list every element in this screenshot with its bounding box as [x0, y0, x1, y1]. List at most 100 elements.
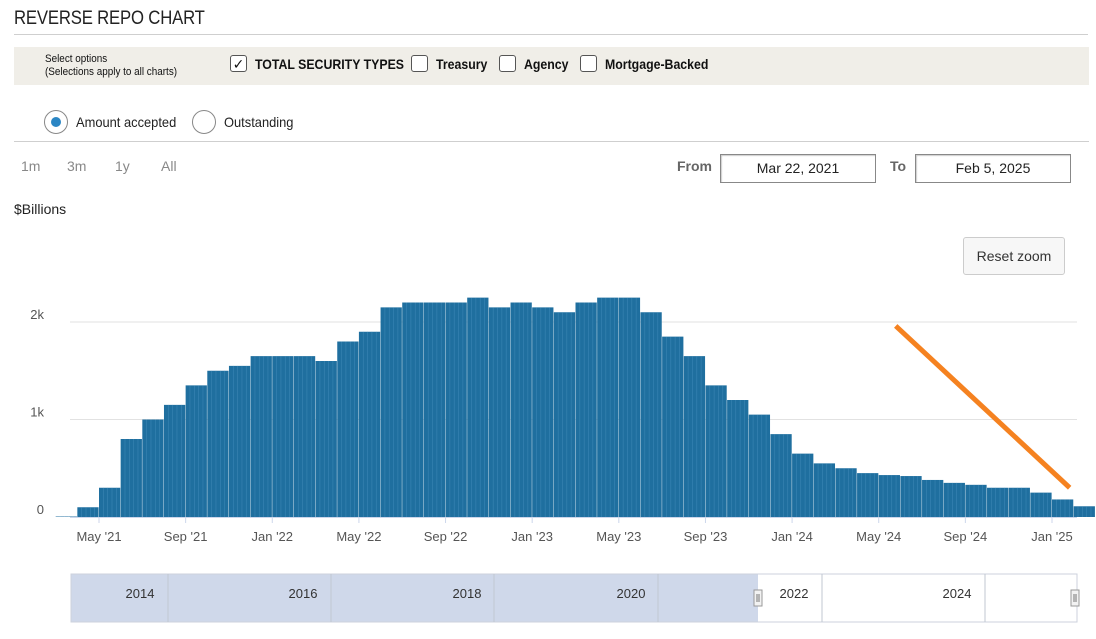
bar	[770, 434, 792, 517]
bar	[99, 487, 121, 517]
radio-selected-icon[interactable]	[44, 110, 68, 134]
bar	[337, 341, 359, 517]
annotation-trend-line	[894, 324, 1072, 490]
x-tick-label: Jan '24	[771, 529, 813, 544]
navigator-handle[interactable]	[753, 589, 763, 607]
bar	[727, 400, 749, 517]
reset-zoom-button[interactable]: Reset zoom	[963, 237, 1065, 275]
bar	[228, 365, 251, 517]
bar	[510, 302, 532, 517]
range-button-3m[interactable]: 3m	[67, 158, 87, 174]
radio-outstanding[interactable]: Outstanding	[192, 110, 300, 134]
title-divider	[14, 34, 1088, 35]
bar	[445, 302, 467, 517]
x-tick-label: Jan '25	[1031, 529, 1073, 544]
navigator-year-label: 2022	[780, 586, 809, 601]
checkbox-treasury[interactable]: Treasury	[411, 55, 494, 72]
radio-label: Amount accepted	[76, 114, 177, 130]
x-tick-label: Sep '23	[684, 529, 728, 544]
checkbox-box[interactable]	[499, 55, 516, 72]
bar	[423, 302, 446, 517]
checkbox-mortgage-backed[interactable]: Mortgage-Backed	[580, 55, 722, 72]
bar	[857, 473, 879, 517]
options-bar: Select options (Selections apply to all …	[14, 47, 1089, 85]
select-options-line1: Select options	[45, 53, 108, 65]
x-tick-label: Sep '24	[944, 529, 988, 544]
range-button-all[interactable]: All	[161, 158, 177, 174]
x-tick-label: May '22	[336, 529, 381, 544]
checkbox-agency[interactable]: Agency	[499, 55, 575, 72]
handle-grip-icon	[753, 589, 763, 607]
select-options-line2: (Selections apply to all charts)	[45, 66, 178, 78]
bar	[120, 439, 142, 517]
x-tick-label: Sep '22	[424, 529, 468, 544]
section-divider	[14, 141, 1089, 142]
bar	[553, 312, 576, 517]
checkbox-label: Agency	[524, 55, 569, 72]
from-label: From	[677, 158, 712, 174]
range-button-1y[interactable]: 1y	[115, 158, 130, 174]
bar	[943, 482, 965, 517]
bar	[1030, 492, 1052, 517]
range-button-1m[interactable]: 1m	[21, 158, 41, 174]
bar	[922, 479, 944, 517]
y-tick-label: 1k	[30, 405, 44, 420]
radio-label: Outstanding	[224, 114, 294, 130]
bar	[77, 507, 99, 517]
bar	[293, 356, 316, 517]
checkbox-label: TOTAL SECURITY TYPES	[255, 55, 405, 72]
bar	[488, 307, 511, 517]
bar	[1073, 506, 1095, 517]
bar	[813, 463, 836, 517]
checkbox-box[interactable]	[411, 55, 428, 72]
bar	[792, 453, 814, 517]
bar	[185, 385, 207, 517]
x-tick-label: Jan '22	[252, 529, 294, 544]
bar	[597, 297, 619, 517]
bar	[272, 356, 294, 517]
navigator-year-label: 2024	[943, 586, 972, 601]
y-tick-label: 2k	[30, 307, 44, 322]
bar	[878, 475, 900, 517]
y-tick-label: 0	[37, 502, 44, 517]
bar	[965, 484, 987, 517]
navigator-year-label: 2020	[617, 586, 646, 601]
navigator-year-label: 2018	[453, 586, 482, 601]
bar-series	[55, 297, 1095, 517]
x-tick-label: Jan '23	[511, 529, 553, 544]
x-tick-label: Sep '21	[164, 529, 208, 544]
radio-amount-accepted[interactable]: Amount accepted	[44, 110, 185, 134]
bar	[748, 414, 771, 517]
navigator-year-label: 2016	[289, 586, 318, 601]
bar	[532, 307, 554, 517]
bar	[662, 336, 684, 517]
x-tick-label: May '21	[76, 529, 121, 544]
x-tick-label: May '23	[596, 529, 641, 544]
checkbox-box[interactable]	[580, 55, 597, 72]
bar	[380, 307, 402, 517]
bar	[575, 302, 597, 517]
radio-unselected-icon[interactable]	[192, 110, 216, 134]
to-date-input[interactable]: Feb 5, 2025	[915, 154, 1071, 183]
bar	[1008, 487, 1030, 517]
bar	[618, 297, 641, 517]
bar	[250, 356, 272, 517]
from-date-input[interactable]: Mar 22, 2021	[720, 154, 876, 183]
navigator-year-label: 2014	[126, 586, 155, 601]
bar	[900, 476, 922, 517]
bar	[987, 487, 1009, 517]
checkbox-label: Mortgage-Backed	[605, 55, 709, 72]
to-label: To	[890, 158, 907, 174]
bar	[358, 331, 381, 517]
navigator-handle[interactable]	[1070, 589, 1080, 607]
bar	[835, 468, 857, 517]
checkbox-total-security-types[interactable]: ✓ TOTAL SECURITY TYPES	[230, 55, 424, 72]
y-axis-unit-label: $Billions	[14, 201, 67, 217]
x-tick-label: May '24	[856, 529, 901, 544]
select-options-label: Select options (Selections apply to all …	[45, 53, 177, 79]
bar	[163, 404, 186, 517]
bar	[402, 302, 424, 517]
bar	[467, 297, 489, 517]
checkbox-checked-icon[interactable]: ✓	[230, 55, 247, 72]
